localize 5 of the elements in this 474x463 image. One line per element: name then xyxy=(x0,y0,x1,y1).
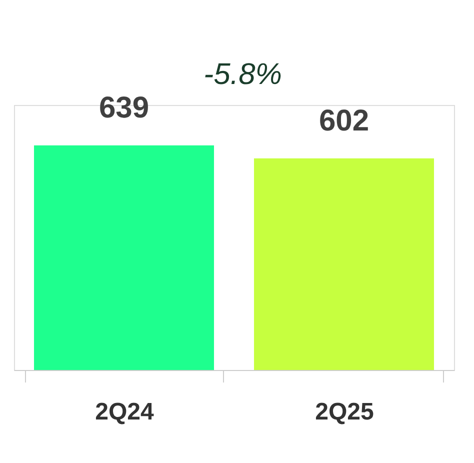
text: -5.8% xyxy=(204,58,282,91)
data-label: 602 xyxy=(318,104,370,138)
data-label: 639 xyxy=(98,91,150,124)
x-tick-label: 2Q24 xyxy=(95,398,155,426)
x-tick-label: 2Q25 xyxy=(315,398,374,426)
